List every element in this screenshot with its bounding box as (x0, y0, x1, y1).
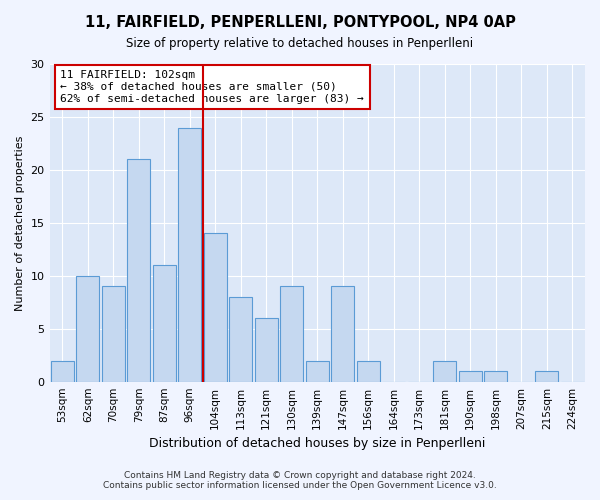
X-axis label: Distribution of detached houses by size in Penperlleni: Distribution of detached houses by size … (149, 437, 485, 450)
Bar (153, 265, 176, 382)
Bar (459, 371, 482, 382)
Bar (127, 160, 150, 382)
Bar (51, 360, 74, 382)
Bar (229, 297, 252, 382)
Bar (255, 318, 278, 382)
Bar (280, 286, 303, 382)
Bar (484, 371, 507, 382)
Bar (306, 360, 329, 382)
Text: Contains HM Land Registry data © Crown copyright and database right 2024.
Contai: Contains HM Land Registry data © Crown c… (103, 470, 497, 490)
Bar (331, 286, 354, 382)
Bar (535, 371, 558, 382)
Text: 11 FAIRFIELD: 102sqm
← 38% of detached houses are smaller (50)
62% of semi-detac: 11 FAIRFIELD: 102sqm ← 38% of detached h… (60, 70, 364, 104)
Text: Size of property relative to detached houses in Penperlleni: Size of property relative to detached ho… (127, 38, 473, 51)
Bar (357, 360, 380, 382)
Y-axis label: Number of detached properties: Number of detached properties (15, 135, 25, 310)
Text: 11, FAIRFIELD, PENPERLLENI, PONTYPOOL, NP4 0AP: 11, FAIRFIELD, PENPERLLENI, PONTYPOOL, N… (85, 15, 515, 30)
Bar (102, 286, 125, 382)
Bar (178, 128, 201, 382)
Bar (76, 276, 99, 382)
Bar (204, 234, 227, 382)
Bar (433, 360, 456, 382)
